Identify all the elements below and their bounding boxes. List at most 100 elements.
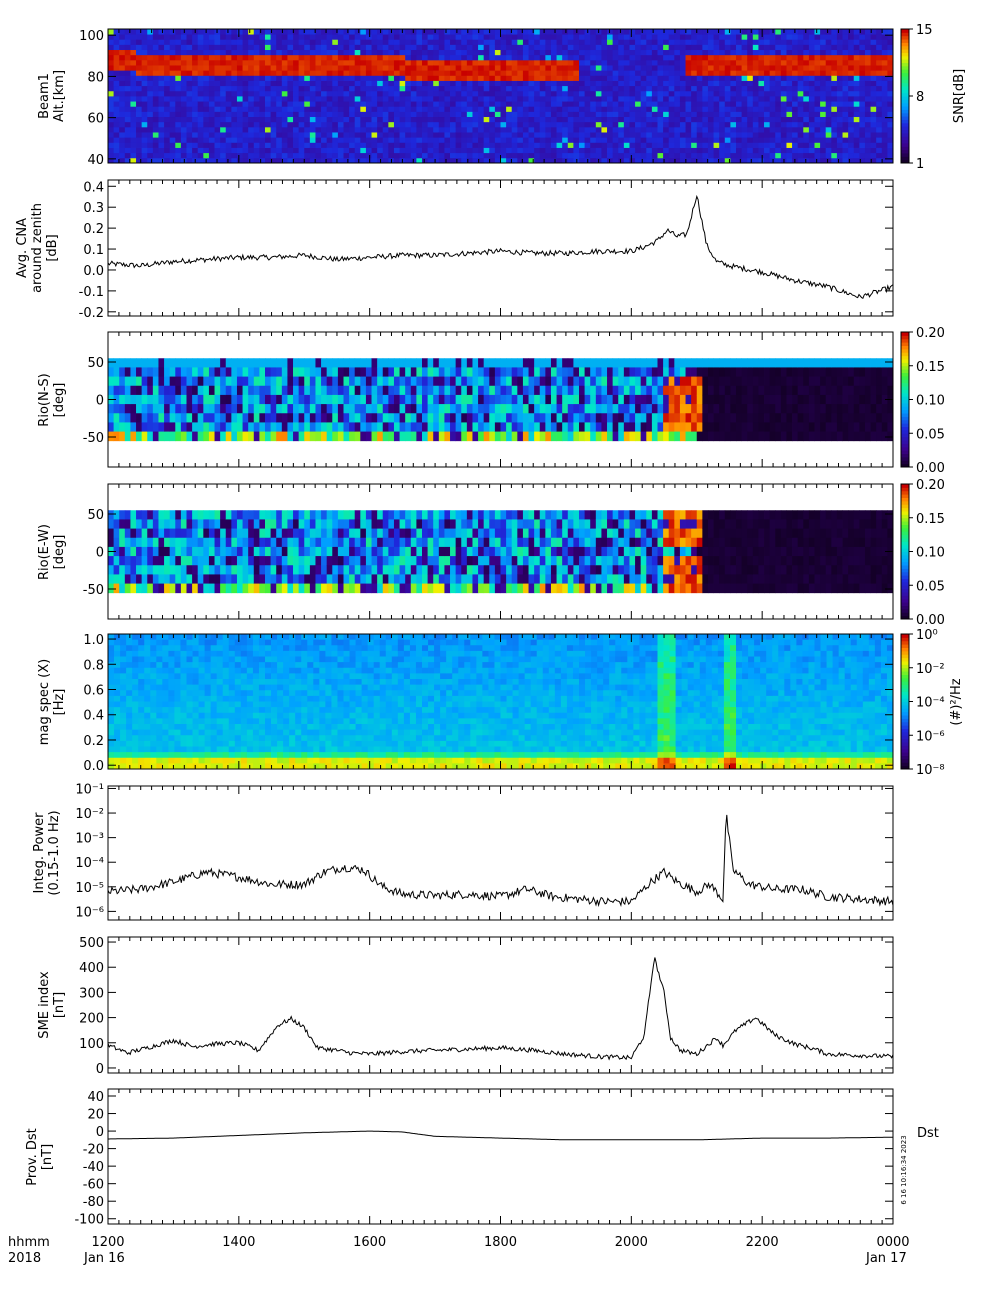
radar-cell [848, 137, 855, 143]
rio-cell [393, 413, 400, 423]
radar-cell [450, 80, 457, 87]
radar-cell [814, 101, 821, 107]
rio-cell [870, 422, 877, 432]
radar-cell [309, 80, 316, 87]
rio-cell [696, 385, 703, 396]
radar-cell [702, 116, 709, 123]
radar-cell [506, 65, 513, 71]
radar-cell [579, 152, 586, 159]
radar-cell [522, 54, 529, 61]
radar-cell [141, 70, 148, 76]
radar-cell [623, 39, 630, 45]
radar-cell [304, 44, 311, 51]
rio-cell [876, 394, 883, 405]
rio-cell [836, 422, 843, 432]
radar-cell [668, 34, 675, 40]
rio-cell [707, 376, 714, 387]
radar-cell [422, 39, 429, 45]
radar-cell [579, 70, 586, 76]
radar-cell [730, 39, 737, 45]
radar-cell [769, 80, 776, 87]
rio-cell [169, 431, 176, 442]
radar-cell [410, 96, 417, 102]
radar-cell [461, 132, 468, 138]
radar-cell [864, 85, 871, 92]
radar-cell [595, 121, 602, 128]
radar-cell [141, 49, 148, 56]
radar-cell [786, 54, 793, 61]
radar-cell [270, 39, 277, 45]
radar-cell [158, 121, 165, 128]
radar-cell [455, 39, 462, 45]
radar-cell [808, 54, 815, 61]
radar-cell [242, 29, 249, 35]
radar-cell [466, 39, 473, 45]
radar-cell [747, 70, 754, 76]
radar-cell [405, 39, 412, 45]
radar-cell [853, 65, 860, 71]
radar-cell [164, 111, 171, 118]
radar-cell [203, 147, 210, 154]
radar-cell [119, 121, 126, 128]
y-tick-label: 40 [87, 153, 104, 168]
radar-cell [876, 137, 883, 143]
radar-cell [814, 126, 821, 133]
radar-cell [365, 39, 372, 45]
rio-cell [511, 413, 518, 423]
rio-cell [259, 367, 266, 377]
rio-cell [579, 376, 586, 387]
radar-cell [820, 132, 827, 138]
radar-cell [108, 126, 115, 133]
radar-cell [382, 96, 389, 102]
radar-cell [472, 96, 479, 102]
rio-cell [169, 422, 176, 432]
radar-cell [253, 147, 260, 154]
radar-cell [197, 54, 204, 61]
radar-cell [848, 65, 855, 71]
rio-cell [438, 385, 445, 396]
radar-cell [808, 59, 815, 66]
radar-cell [803, 44, 810, 51]
colorbar-swatch [901, 92, 909, 97]
rio-cell [186, 404, 193, 414]
radar-cell [354, 90, 361, 97]
radar-cell [579, 65, 586, 71]
radar-cell [108, 137, 115, 143]
rio-cell [769, 431, 776, 442]
radar-cell [253, 111, 260, 118]
radar-cell [797, 106, 804, 112]
radar-cell [550, 90, 557, 97]
radar-cell [887, 49, 894, 56]
rio-cell [635, 404, 642, 414]
rio-cell [584, 413, 591, 423]
radar-cell [870, 142, 877, 148]
radar-cell [506, 29, 513, 35]
rio-cell [769, 404, 776, 414]
rio-cell [820, 376, 827, 387]
radar-cell [876, 65, 883, 71]
y-tick-label: 0.0 [83, 264, 104, 279]
radar-cell [864, 29, 871, 35]
radar-cell [707, 34, 714, 40]
radar-cell [517, 142, 524, 148]
radar-cell [293, 111, 300, 118]
rio-cell [736, 385, 743, 396]
radar-cell [405, 65, 412, 71]
radar-cell [455, 65, 462, 71]
radar-cell [511, 96, 518, 102]
radar-cell [164, 126, 171, 133]
radar-cell [108, 49, 115, 56]
radar-cell [741, 126, 748, 133]
radar-cell [797, 65, 804, 71]
radar-cell [152, 101, 159, 107]
rio-cell [489, 413, 496, 423]
radar-cell [864, 39, 871, 45]
radar-cell [466, 34, 473, 40]
radar-cell [349, 101, 356, 107]
rio-cell [450, 394, 457, 405]
radar-cell [887, 157, 894, 164]
radar-cell [876, 157, 883, 164]
colorbar-swatch [901, 69, 909, 74]
radar-cell [679, 44, 686, 51]
radar-cell [158, 106, 165, 112]
